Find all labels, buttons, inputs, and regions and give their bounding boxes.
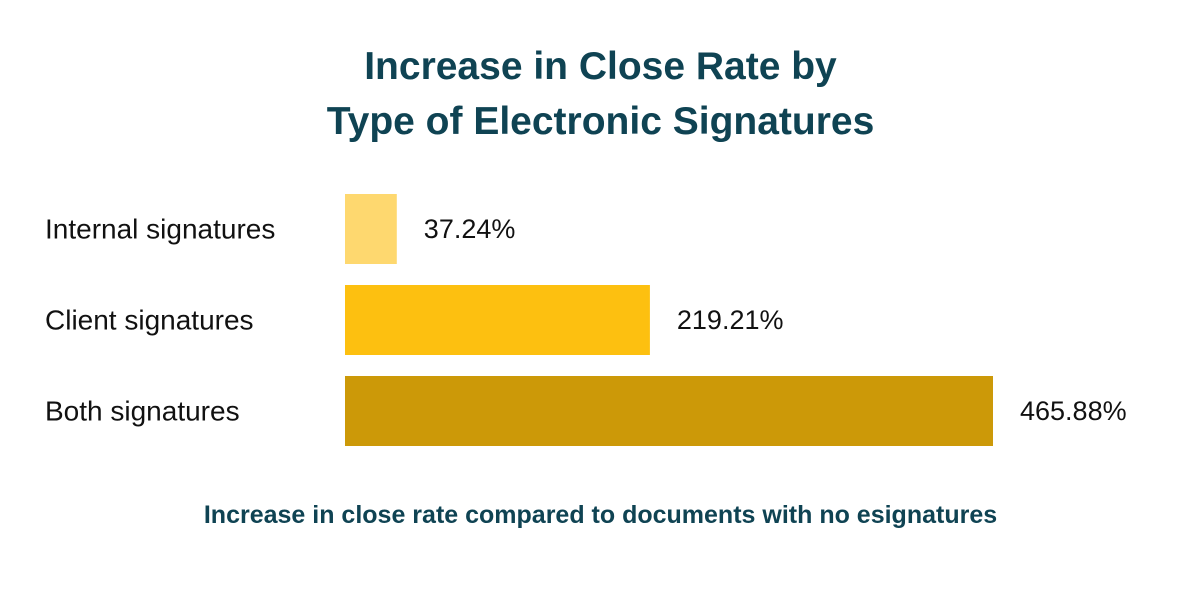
category-label: Internal signatures bbox=[45, 214, 275, 245]
value-label: 219.21% bbox=[677, 305, 784, 335]
category-label: Both signatures bbox=[45, 396, 240, 427]
chart-title-line-1: Increase in Close Rate by bbox=[364, 45, 837, 88]
value-label: 465.88% bbox=[1020, 396, 1127, 426]
bar bbox=[345, 376, 993, 446]
bar bbox=[345, 285, 650, 355]
bar bbox=[345, 194, 397, 264]
value-label: 37.24% bbox=[424, 214, 516, 244]
category-label: Client signatures bbox=[45, 305, 254, 336]
chart-title-line-2: Type of Electronic Signatures bbox=[326, 100, 875, 143]
chart-subtitle: Increase in close rate compared to docum… bbox=[203, 501, 998, 529]
